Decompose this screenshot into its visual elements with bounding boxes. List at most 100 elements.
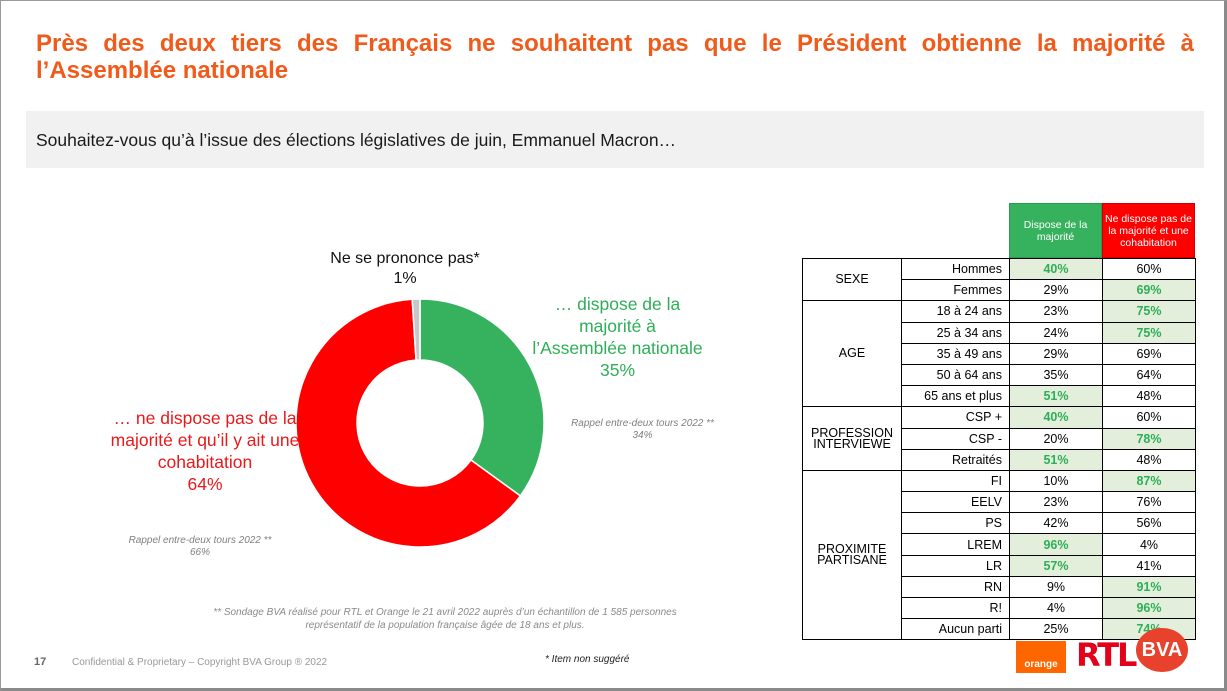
cell-dispose: 35% <box>1009 363 1103 387</box>
cell-dispose: 4% <box>1009 596 1103 620</box>
question-text: Souhaitez-vous qu’à l’issue des élection… <box>36 130 677 150</box>
label-dispose-value: 35% <box>599 360 636 380</box>
row-label: EELV <box>901 491 1010 514</box>
table-row: CSP -20% 78% <box>803 427 1196 450</box>
row-label: Femmes <box>901 279 1010 302</box>
label-nsp: Ne se prononce pas* 1% <box>300 249 510 289</box>
row-label: 50 à 64 ans <box>901 363 1010 387</box>
cell-nodispose: 64% <box>1102 363 1196 387</box>
cell-dispose: 24% <box>1009 321 1103 344</box>
cell-dispose: 96% <box>1009 533 1103 556</box>
group-label: PROXIMITE PARTISANE <box>802 469 902 641</box>
row-label: 35 à 49 ans <box>901 342 1010 365</box>
column-header-nodispose: Ne dispose pas de la majorité et une coh… <box>1102 203 1195 258</box>
row-label: FI <box>901 469 1010 493</box>
cell-dispose: 40% <box>1009 257 1103 281</box>
cell-dispose: 40% <box>1009 406 1103 429</box>
cell-nodispose: 48% <box>1102 448 1196 471</box>
table-row: LR 57% 41% <box>803 554 1196 577</box>
orange-logo: orange <box>1016 641 1066 673</box>
cell-nodispose: 75% <box>1102 300 1196 323</box>
table-row: AGE 18 à 24 ans 23% 75% <box>802 300 1196 408</box>
row-label: LR <box>901 554 1010 577</box>
cell-dispose: 23% <box>1009 300 1103 323</box>
row-label: LREM <box>901 533 1010 556</box>
recall-nodispose-value: 66% <box>189 547 210 558</box>
group-label: AGE <box>802 300 902 408</box>
group-label: SEXE <box>802 257 902 302</box>
donut-slice-dispose <box>419 298 545 497</box>
cell-dispose: 57% <box>1009 554 1103 577</box>
label-nsp-name: Ne se prononce pas* <box>330 250 480 267</box>
cell-dispose: 9% <box>1009 575 1103 599</box>
cell-nodispose: 4% <box>1102 533 1196 556</box>
donut-slice-nsp <box>411 298 421 361</box>
rtl-logo: RTL <box>1076 636 1137 674</box>
cell-nodispose: 78% <box>1102 427 1196 450</box>
crosstab-table: SEXE Hommes 40% 60% Femmes 29% 69% AGE 18 à 24 a… <box>802 257 1196 641</box>
table-row: RN 9% 91% <box>803 575 1196 599</box>
cell-nodispose: 69% <box>1102 342 1196 365</box>
recall-nodispose: Rappel entre-deux tours 2022 ** 66% <box>100 535 300 559</box>
cell-nodispose: 56% <box>1102 512 1196 535</box>
cell-nodispose: 60% <box>1102 257 1196 281</box>
row-label: 25 à 34 ans <box>901 321 1010 344</box>
label-nodispose-name: … ne dispose pas de la majorité et qu’il… <box>110 408 300 472</box>
table-row: 25 à 34 ans 24% 75% <box>803 321 1196 344</box>
slide-title: Près des deux tiers des Français ne souh… <box>36 30 1194 84</box>
item-note: * Item non suggéré <box>545 654 630 665</box>
label-nodispose-value: 64% <box>187 474 223 494</box>
cell-dispose: 51% <box>1009 385 1103 408</box>
row-label: CSP + <box>901 406 1010 429</box>
donut-slice-nodispose <box>295 298 522 548</box>
footer-copyright: Confidential & Proprietary – Copyright B… <box>72 657 328 668</box>
cell-nodispose: 75% <box>1102 321 1196 344</box>
table-row: PROXIMITE PARTISANE FI 10% 87% <box>802 469 1196 641</box>
row-label: Hommes <box>901 257 1010 281</box>
table-row: Retraités 51% 48% <box>803 448 1196 471</box>
group-label: PROFESSION INTERVIEWE <box>802 406 902 471</box>
label-dispose-name: … dispose de la majorité à l’Assemblée n… <box>532 294 703 358</box>
cell-nodispose: 48% <box>1102 385 1196 408</box>
donut-chart <box>295 298 545 548</box>
row-label: Retraités <box>901 448 1010 471</box>
question-box: Souhaitez-vous qu’à l’issue des élection… <box>26 111 1204 168</box>
row-label: 65 ans et plus <box>901 385 1010 408</box>
row-label: PS <box>901 512 1010 535</box>
cell-dispose: 20% <box>1009 427 1103 450</box>
cell-dispose: 29% <box>1009 279 1103 302</box>
recall-dispose-value: 34% <box>632 430 653 441</box>
label-dispose: … dispose de la majorité à l’Assemblée n… <box>530 293 705 381</box>
cell-nodispose: 60% <box>1102 406 1196 429</box>
cell-dispose: 23% <box>1009 491 1103 514</box>
row-label: CSP - <box>901 427 1010 450</box>
table-row: R! 4% 96% <box>803 596 1196 620</box>
column-header-dispose: Dispose de la majorité <box>1009 203 1102 258</box>
row-label: RN <box>901 575 1010 599</box>
cell-dispose: 10% <box>1009 469 1103 493</box>
label-nodispose: … ne dispose pas de la majorité et qu’il… <box>110 407 300 495</box>
cell-nodispose: 41% <box>1102 554 1196 577</box>
cell-nodispose: 69% <box>1102 279 1196 302</box>
row-label: R! <box>901 596 1010 620</box>
recall-dispose-text: Rappel entre-deux tours 2022 ** <box>571 418 714 429</box>
recall-nodispose-text: Rappel entre-deux tours 2022 ** <box>128 535 272 546</box>
bva-logo: BVA <box>1136 628 1188 672</box>
row-label: 18 à 24 ans <box>901 300 1010 323</box>
page-number: 17 <box>34 656 47 668</box>
cell-nodispose: 96% <box>1102 596 1196 620</box>
cell-nodispose: 76% <box>1102 491 1196 514</box>
label-nsp-value: 1% <box>393 270 417 287</box>
cell-nodispose: 87% <box>1102 469 1196 493</box>
cell-dispose: 42% <box>1009 512 1103 535</box>
table-row: PROFESSION INTERVIEWE CSP +40% 60% <box>802 406 1196 471</box>
row-label: Aucun parti <box>901 618 1010 641</box>
table-row: EELV 23% 76% <box>803 491 1196 514</box>
cell-nodispose: 91% <box>1102 575 1196 599</box>
cell-dispose: 51% <box>1009 448 1103 471</box>
recall-dispose: Rappel entre-deux tours 2022 ** 34% <box>545 418 740 442</box>
table-row: SEXE Hommes 40% 60% <box>802 257 1196 302</box>
cell-dispose: 29% <box>1009 342 1103 365</box>
source-note: ** Sondage BVA réalisé pour RTL et Orang… <box>213 607 677 631</box>
